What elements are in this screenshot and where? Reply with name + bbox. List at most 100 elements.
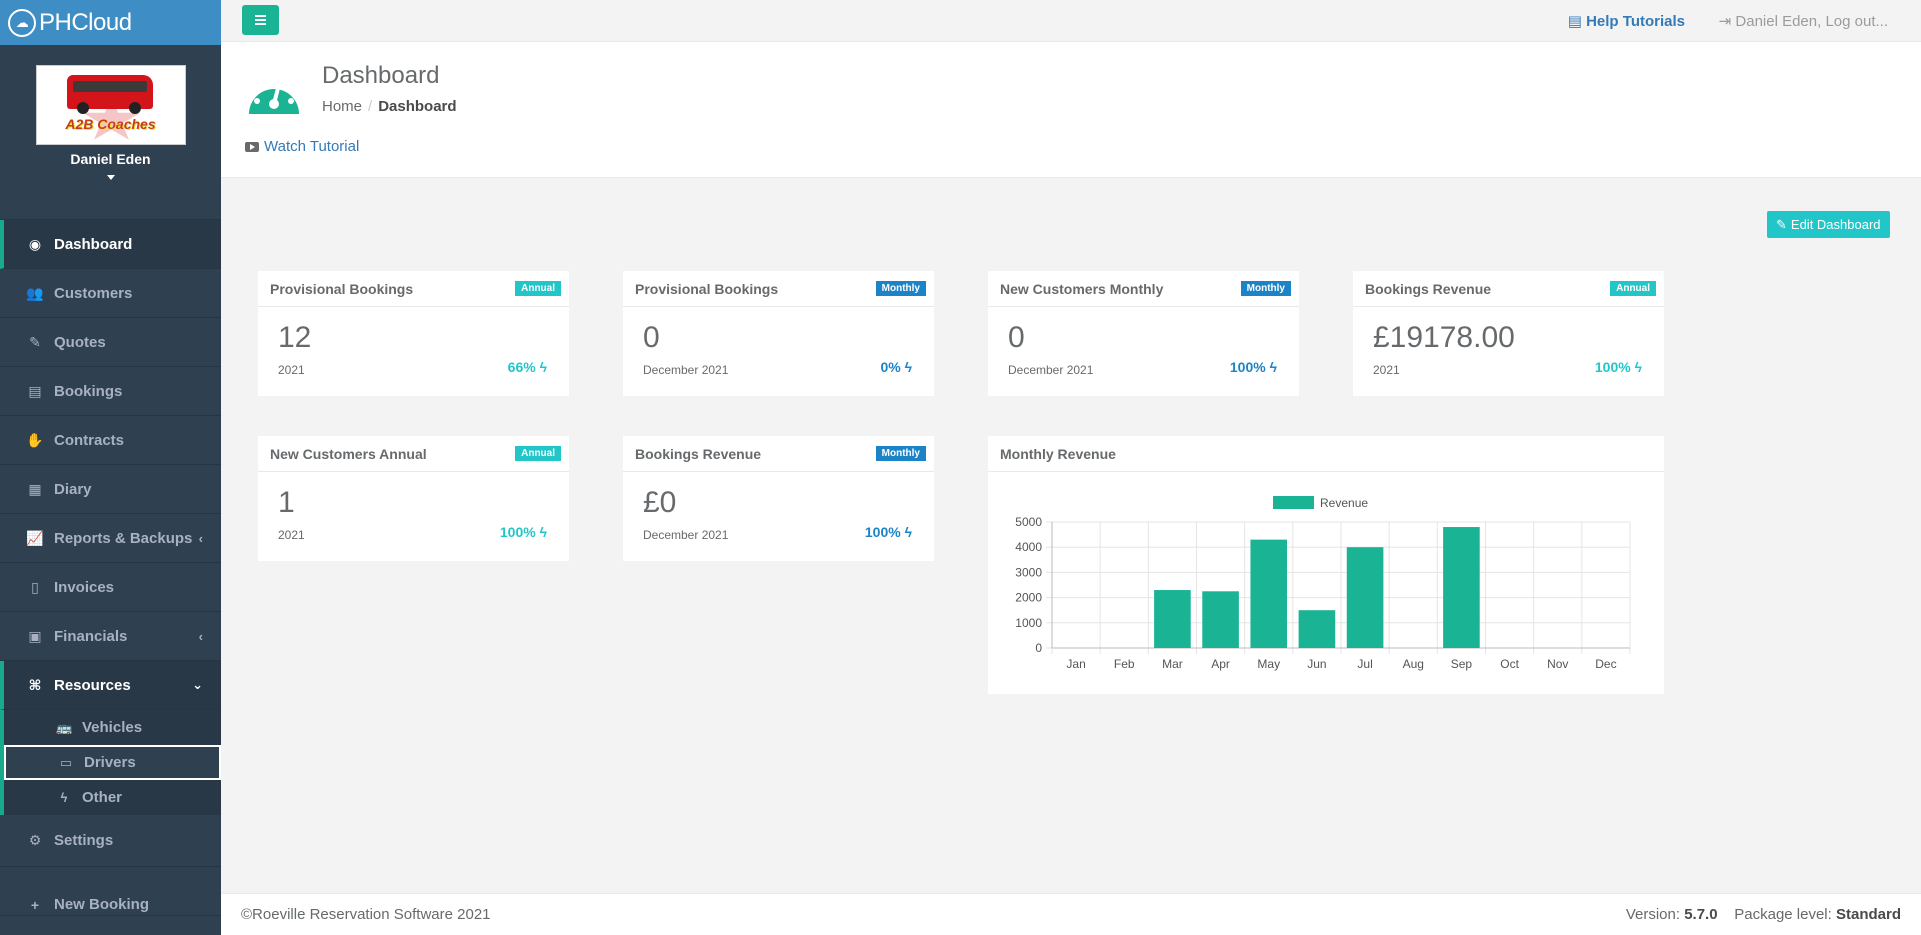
widget-period: 2021 <box>1373 363 1400 377</box>
brand-name: PHCloud <box>39 8 132 36</box>
widget-value: 12 <box>278 321 312 354</box>
widget-percent: 0% ϟ <box>880 359 912 375</box>
period-badge: Annual <box>515 281 561 296</box>
sidebar: ☁ PHCloud A2B Coaches Daniel Eden ◉ Dash… <box>0 0 221 935</box>
sidebar-item-bookings[interactable]: ▤ Bookings <box>0 367 221 416</box>
bar-apr <box>1202 591 1239 648</box>
widget-title: New Customers Monthly <box>1000 280 1164 297</box>
breadcrumb: Home / Dashboard <box>322 98 457 115</box>
handshake-icon: ✋ <box>26 431 44 448</box>
bar-jun <box>1298 610 1336 648</box>
x-tick-label: Feb <box>1114 657 1135 671</box>
x-tick-label: Aug <box>1403 657 1424 671</box>
bar-sep <box>1443 527 1480 648</box>
y-tick-label: 3000 <box>1015 565 1042 579</box>
watch-tutorial-link[interactable]: Watch Tutorial <box>245 138 359 155</box>
period-badge: Monthly <box>1240 281 1291 296</box>
widget-value: £19178.00 <box>1373 321 1515 354</box>
logout-link[interactable]: ⇥ Daniel Eden, Log out... <box>1718 13 1888 30</box>
widget-title: New Customers Annual <box>270 445 427 462</box>
period-badge: Annual <box>515 446 561 461</box>
company-logo: A2B Coaches <box>35 65 186 145</box>
chevron-left-icon: ‹ <box>198 530 203 546</box>
widget-value: £0 <box>643 486 677 519</box>
sidebar-item-reports[interactable]: 📈 Reports & Backups ‹ <box>0 514 221 563</box>
version-info: Version: 5.7.0 Package level: Standard <box>1625 906 1901 923</box>
bolt-icon: ϟ <box>904 524 912 540</box>
profile-name[interactable]: Daniel Eden <box>70 151 151 167</box>
widget-period: 2021 <box>278 528 305 542</box>
chevron-down-icon: ⌄ <box>192 677 203 692</box>
sidebar-item-quotes[interactable]: ✎ Quotes <box>0 318 221 367</box>
bar-jul <box>1346 547 1384 648</box>
brand-logo[interactable]: ☁ PHCloud <box>0 0 221 45</box>
x-tick-label: Sep <box>1451 657 1473 671</box>
sidebar-item-contracts[interactable]: ✋ Contracts <box>0 416 221 465</box>
bar-mar <box>1154 590 1191 648</box>
menu-toggle-button[interactable] <box>242 5 279 35</box>
help-tutorials-link[interactable]: ▤ Help Tutorials <box>1567 13 1685 30</box>
id-card-icon: ▭ <box>59 754 73 770</box>
breadcrumb-home[interactable]: Home <box>322 98 363 115</box>
widget-title: Bookings Revenue <box>1365 280 1492 297</box>
widget-percent: 100% ϟ <box>1594 359 1642 375</box>
period-badge: Annual <box>1610 281 1656 296</box>
book-icon: ▤ <box>28 382 42 399</box>
resources-submenu: 🚌 Vehicles ▭ Drivers ϟ Other <box>0 710 221 815</box>
widget-title: Monthly Revenue <box>1000 445 1116 462</box>
cogs-icon: ⚙ <box>28 832 42 848</box>
x-tick-label: Nov <box>1547 657 1568 671</box>
sidebar-item-other[interactable]: ϟ Other <box>4 780 221 815</box>
line-chart-icon: 📈 <box>26 529 44 546</box>
widget-percent: 100% ϟ <box>864 524 912 540</box>
company-name: A2B Coaches <box>65 116 156 132</box>
profile: A2B Coaches Daniel Eden <box>0 45 221 220</box>
sidebar-item-diary[interactable]: ▦ Diary <box>0 465 221 514</box>
sidebar-item-vehicles[interactable]: 🚌 Vehicles <box>56 719 143 736</box>
breadcrumb-current: Dashboard <box>378 98 457 115</box>
page-title: Dashboard <box>322 62 440 89</box>
widget-period: 2021 <box>278 363 305 377</box>
y-tick-label: 2000 <box>1015 591 1042 605</box>
y-tick-label: 0 <box>1035 641 1042 655</box>
edit-icon: ✎ <box>1776 216 1787 232</box>
cloud-icon: ☁ <box>8 8 36 37</box>
x-tick-label: Jan <box>1066 657 1085 671</box>
caret-down-icon[interactable] <box>106 175 115 180</box>
package-level: Standard <box>1835 906 1901 923</box>
widget-provisional-bookings-monthly: Provisional Bookings Monthly 0 December 2… <box>623 271 934 396</box>
sidebar-item-dashboard[interactable]: ◉ Dashboard <box>0 220 221 269</box>
sidebar-item-settings[interactable]: ⚙ Settings <box>0 815 221 867</box>
plus-icon: + <box>30 897 40 913</box>
sidebar-item-financials[interactable]: ▣ Financials ‹ <box>0 612 221 661</box>
chevron-left-icon: ‹ <box>198 628 203 644</box>
widget-period: December 2021 <box>643 528 729 542</box>
users-icon: 👥 <box>26 284 44 301</box>
widget-new-customers-annual: New Customers Annual Annual 1 2021 100% ϟ <box>258 436 569 561</box>
widget-bookings-revenue-monthly: Bookings Revenue Monthly £0 December 2021… <box>623 436 934 561</box>
sign-out-icon: ⇥ <box>1718 13 1736 30</box>
bolt-icon: ϟ <box>1634 359 1642 375</box>
bolt-icon: ϟ <box>1269 359 1277 375</box>
widget-title: Provisional Bookings <box>270 280 414 297</box>
x-tick-label: Oct <box>1500 657 1519 671</box>
widget-bookings-revenue-annual: Bookings Revenue Annual £19178.00 2021 10… <box>1353 271 1664 396</box>
widget-provisional-bookings-annual: Provisional Bookings Annual 12 2021 66% ϟ <box>258 271 569 396</box>
sidebar-item-new-booking[interactable]: + New Booking <box>0 867 221 916</box>
x-tick-label: Dec <box>1595 657 1616 671</box>
file-text-icon: ▤ <box>1567 13 1587 30</box>
monthly-revenue-chart: 0 1000 2000 3000 4000 5000 Jan Feb Mar Apr May Jun J… <box>1015 496 1631 671</box>
legend-label: Revenue <box>1320 496 1368 510</box>
widget-value: 1 <box>278 486 295 519</box>
copyright: ©Roeville Reservation Software 2021 <box>241 906 491 923</box>
page-heading: Dashboard Home / Dashboard Watch Tutorial <box>221 42 1921 178</box>
sidebar-item-customers[interactable]: 👥 Customers <box>0 269 221 318</box>
calendar-icon: ▦ <box>28 480 42 497</box>
edit-dashboard-button[interactable]: ✎ Edit Dashboard <box>1767 211 1890 238</box>
bar-may <box>1250 539 1288 648</box>
sidebar-item-drivers[interactable]: ▭ Drivers <box>4 745 221 780</box>
youtube-icon <box>245 141 259 152</box>
widget-period: December 2021 <box>1008 363 1094 377</box>
sidebar-item-invoices[interactable]: ▯ Invoices <box>0 563 221 612</box>
sidebar-item-resources[interactable]: ⌘ Resources ⌄ <box>0 661 221 710</box>
